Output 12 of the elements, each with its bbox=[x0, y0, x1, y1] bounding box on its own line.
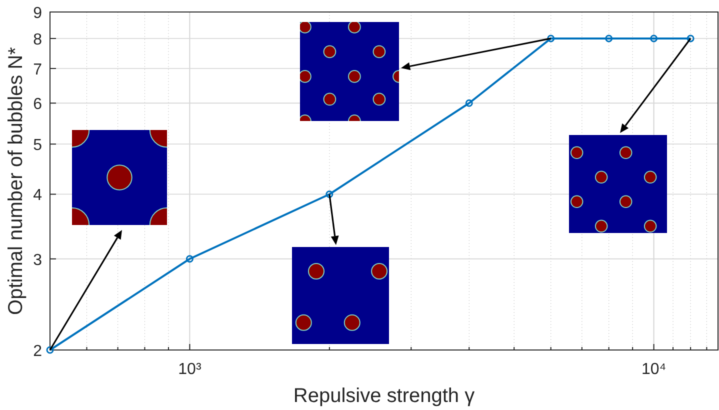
y-tick-label: 3 bbox=[33, 252, 42, 269]
y-tick-label: 4 bbox=[33, 187, 42, 204]
y-tick-label: 7 bbox=[33, 61, 42, 78]
x-tick-label: 10⁴ bbox=[641, 361, 666, 378]
y-tick-label: 6 bbox=[33, 96, 42, 114]
y-tick-label: 8 bbox=[33, 31, 42, 48]
y-axis-title: Optimal number of bubbles N* bbox=[5, 46, 27, 315]
x-axis-title: Repulsive strength γ bbox=[293, 385, 475, 407]
y-tick-label: 9 bbox=[33, 5, 42, 22]
y-tick-label: 5 bbox=[33, 137, 42, 154]
x-tick-label: 10³ bbox=[178, 361, 202, 378]
y-tick-label: 2 bbox=[33, 343, 42, 360]
